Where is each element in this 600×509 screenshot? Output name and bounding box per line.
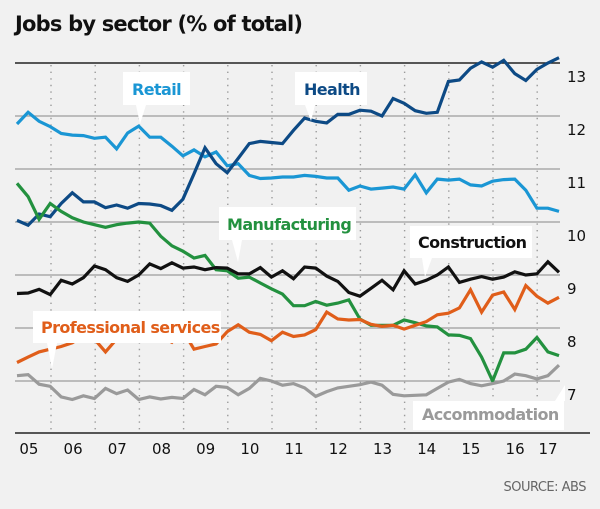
x-tick-label: 13 xyxy=(373,440,392,458)
series-label-accommodation: Accommodation xyxy=(422,405,559,424)
y-tick-label: 7 xyxy=(567,386,577,404)
label-pointer xyxy=(232,240,242,262)
series-labels: Retail Health Manufacturing Construction Pro… xyxy=(33,72,559,424)
y-tick-label: 9 xyxy=(567,280,577,298)
chart-title: Jobs by sector (% of total) xyxy=(15,12,303,36)
label-box xyxy=(219,207,356,240)
label-pointer xyxy=(422,258,432,277)
label-box xyxy=(33,311,221,343)
series-label-retail: Retail xyxy=(132,80,181,99)
y-tick-label: 11 xyxy=(567,174,586,192)
x-tick-label: 07 xyxy=(108,440,127,458)
series-line-manufacturing xyxy=(15,182,560,386)
x-tick-label: 14 xyxy=(417,440,436,458)
label-pointer xyxy=(47,343,57,369)
x-tick-label: 11 xyxy=(285,440,304,458)
y-tick-label: 12 xyxy=(567,121,586,139)
source-note: SOURCE: ABS xyxy=(503,480,586,495)
series-label-health: Health xyxy=(304,80,360,99)
label-box xyxy=(410,226,532,258)
series-lines xyxy=(15,56,561,402)
label-pointer xyxy=(136,105,146,124)
x-tick-label: 06 xyxy=(64,440,83,458)
label-box xyxy=(413,401,564,430)
label-boxes xyxy=(413,385,565,430)
label-pointer xyxy=(305,105,315,121)
label-box xyxy=(295,72,367,105)
x-tick-label: 05 xyxy=(19,440,38,458)
series-label-construction: Construction xyxy=(418,233,527,252)
x-tick-label: 09 xyxy=(196,440,215,458)
series-line-construction xyxy=(16,259,561,298)
y-tick-label: 10 xyxy=(567,227,586,245)
x-tick-label: 17 xyxy=(538,440,557,458)
series-line-accommodation xyxy=(16,363,561,402)
y-tick-label: 8 xyxy=(567,333,577,351)
y-axis: 7 8 9 10 11 12 13 xyxy=(567,68,586,404)
label-box xyxy=(123,72,190,105)
label-pointer xyxy=(555,385,565,401)
x-axis: 05 06 07 08 09 10 11 12 13 14 15 16 17 xyxy=(15,432,590,458)
x-tick-label: 08 xyxy=(152,440,171,458)
y-tick-label: 13 xyxy=(567,68,586,86)
x-tick-label: 16 xyxy=(506,440,525,458)
x-tick-label: 15 xyxy=(461,440,480,458)
series-line-retail xyxy=(15,110,560,213)
series-label-manufacturing: Manufacturing xyxy=(227,215,351,234)
x-tick-label: 10 xyxy=(240,440,259,458)
series-label-professional-services: Professional services xyxy=(41,318,220,337)
x-tick-label: 12 xyxy=(329,440,348,458)
series-line-health xyxy=(16,56,560,228)
series-line-professional-services xyxy=(16,282,560,364)
